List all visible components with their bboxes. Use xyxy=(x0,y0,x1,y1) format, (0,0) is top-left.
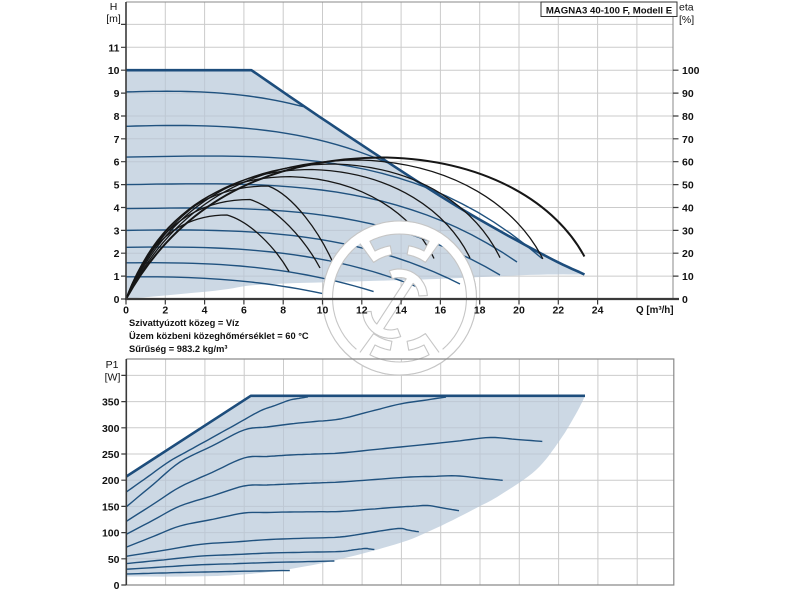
svg-text:1: 1 xyxy=(114,271,120,283)
svg-text:[m]: [m] xyxy=(106,13,121,25)
svg-text:10: 10 xyxy=(108,65,120,77)
svg-text:30: 30 xyxy=(682,225,694,237)
svg-text:40: 40 xyxy=(682,203,694,215)
svg-text:Q [m³/h]: Q [m³/h] xyxy=(636,305,674,316)
svg-text:8: 8 xyxy=(114,111,120,123)
svg-text:Szivattyúzott közeg = Víz: Szivattyúzott közeg = Víz xyxy=(129,318,240,328)
svg-text:P1: P1 xyxy=(106,359,119,371)
svg-text:3: 3 xyxy=(114,225,120,237)
svg-text:350: 350 xyxy=(102,397,120,409)
svg-text:6: 6 xyxy=(114,157,120,169)
svg-text:6: 6 xyxy=(241,305,247,317)
svg-text:4: 4 xyxy=(114,203,120,215)
svg-text:100: 100 xyxy=(682,65,700,77)
svg-text:300: 300 xyxy=(102,423,120,435)
svg-text:8: 8 xyxy=(280,305,286,317)
svg-text:Üzem közbeni közeghőmérséklet: Üzem közbeni közeghőmérséklet = 60 °C xyxy=(129,331,309,341)
svg-text:80: 80 xyxy=(682,111,694,123)
svg-text:4: 4 xyxy=(202,305,208,317)
svg-text:90: 90 xyxy=(682,88,694,100)
svg-text:2: 2 xyxy=(114,248,120,260)
svg-text:eta: eta xyxy=(679,2,694,14)
svg-text:20: 20 xyxy=(682,248,694,260)
svg-text:18: 18 xyxy=(474,305,486,317)
svg-text:11: 11 xyxy=(108,42,119,54)
svg-text:100: 100 xyxy=(102,528,120,540)
svg-text:0: 0 xyxy=(682,294,688,306)
svg-text:150: 150 xyxy=(102,501,120,513)
svg-text:H: H xyxy=(110,1,118,13)
svg-text:12: 12 xyxy=(356,305,368,317)
svg-text:10: 10 xyxy=(682,271,694,283)
svg-text:250: 250 xyxy=(102,449,120,461)
svg-text:16: 16 xyxy=(435,305,447,317)
svg-text:2: 2 xyxy=(162,305,168,317)
svg-text:0: 0 xyxy=(114,294,120,306)
svg-text:[%]: [%] xyxy=(679,14,694,26)
svg-text:60: 60 xyxy=(682,157,694,169)
svg-text:22: 22 xyxy=(552,305,564,317)
svg-text:0: 0 xyxy=(123,305,129,317)
svg-text:5: 5 xyxy=(114,180,120,192)
svg-text:20: 20 xyxy=(513,305,525,317)
svg-text:[W]: [W] xyxy=(105,372,121,384)
svg-text:50: 50 xyxy=(108,554,120,566)
svg-text:7: 7 xyxy=(114,134,120,146)
svg-text:MAGNA3 40-100 F, Modell E: MAGNA3 40-100 F, Modell E xyxy=(546,6,673,17)
svg-text:200: 200 xyxy=(102,475,120,487)
svg-text:9: 9 xyxy=(114,88,120,100)
svg-text:10: 10 xyxy=(317,305,329,317)
svg-text:70: 70 xyxy=(682,134,694,146)
svg-text:24: 24 xyxy=(592,305,604,317)
svg-text:14: 14 xyxy=(395,305,407,317)
svg-text:0: 0 xyxy=(114,580,120,592)
svg-text:Sűrűség = 983.2 kg/m³: Sűrűség = 983.2 kg/m³ xyxy=(129,344,227,354)
svg-text:50: 50 xyxy=(682,180,694,192)
